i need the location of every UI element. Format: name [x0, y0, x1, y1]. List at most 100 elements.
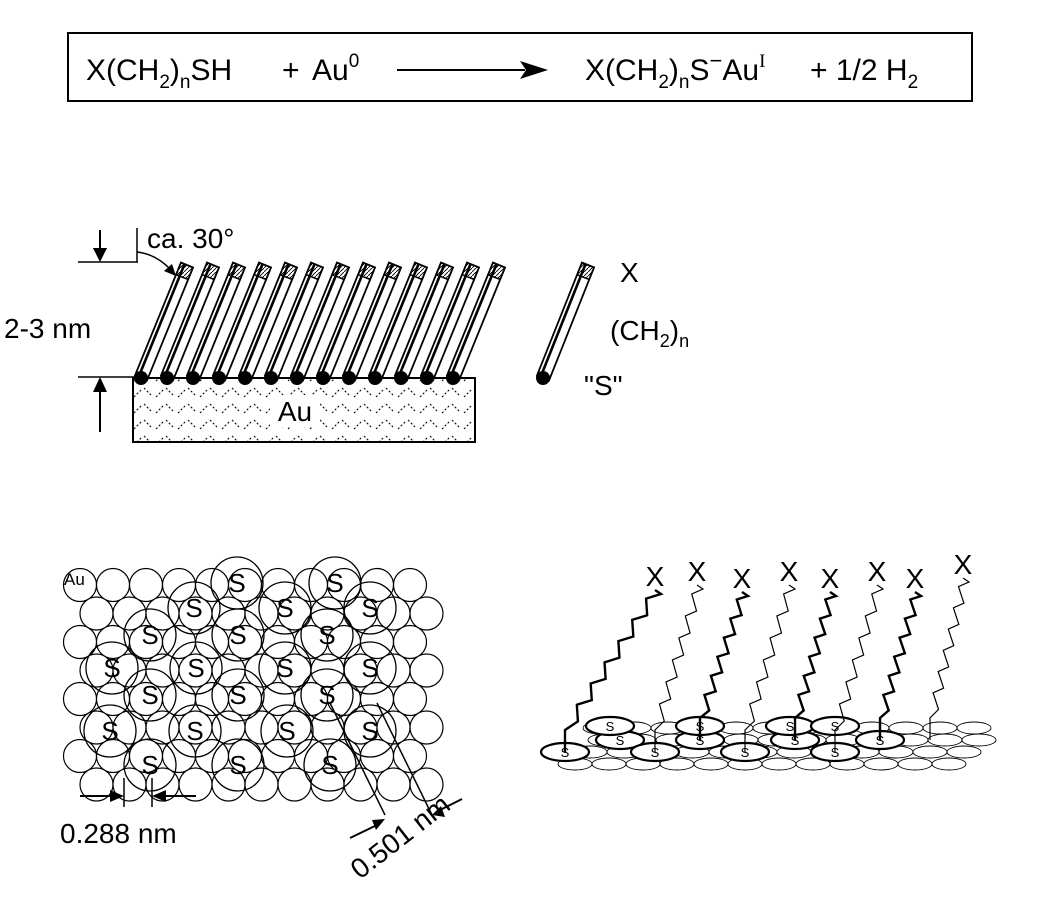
thickness-dimension: 2-3 nm: [4, 230, 138, 432]
sulfur-head-icon: [446, 371, 460, 385]
surface-atom: [922, 721, 958, 735]
gold-atom: [62, 624, 98, 660]
terminal-group-label: X: [821, 563, 840, 594]
sulfur-atom: S: [260, 704, 314, 758]
terminal-group-label: X: [954, 549, 973, 580]
gold-atom: [277, 767, 312, 802]
terminal-group-label: X: [780, 556, 799, 587]
arrow-down-icon: [93, 248, 107, 262]
sulfur-head-icon: [186, 371, 200, 385]
gold-atom: [244, 653, 279, 688]
surface-atom: [897, 757, 933, 771]
alkyl-chain: X: [878, 563, 925, 740]
surface-atom: [693, 757, 729, 771]
au-spacing-label: 0.288 nm: [60, 818, 177, 849]
sulfur-atom: S: [211, 738, 265, 792]
gold-atom: [79, 596, 114, 631]
sulfur-label: S: [786, 719, 795, 734]
sulfur-label: S: [651, 745, 660, 760]
sulfur-label: S: [318, 620, 335, 650]
thiol-rod: [419, 261, 481, 385]
sulfur-label: S: [276, 653, 293, 683]
sulfur-atom: S: [584, 715, 636, 737]
gold-atom: [128, 567, 164, 603]
gold-atom: [343, 767, 378, 802]
sulfur-label: S: [186, 716, 203, 746]
sulfur-atom: S: [169, 641, 223, 695]
alkyl-chain: X: [929, 549, 973, 740]
arrow-right-icon: [110, 790, 124, 802]
surface-atom: [931, 757, 967, 771]
sulfur-label: S: [103, 653, 120, 683]
sulfur-atom: S: [300, 608, 354, 662]
tilt-arrow-icon: [164, 264, 176, 276]
gold-atom: [409, 653, 444, 688]
arrow-icon: [372, 819, 385, 830]
sulfur-label: S: [141, 620, 158, 650]
sulfur-label: S: [321, 750, 338, 780]
surface-atom: [863, 757, 899, 771]
thiol-rod: [367, 261, 429, 385]
reactant-gold: Au0: [312, 51, 359, 87]
gold-atom: [409, 596, 444, 631]
reactant-thiol: X(CH2)nSH: [86, 54, 232, 93]
gold-atom: [392, 681, 428, 717]
thiol-rod: [535, 261, 596, 385]
arrow-left-icon: [152, 790, 166, 802]
sulfur-atom: S: [343, 581, 397, 635]
sulfur-head-icon: [394, 371, 408, 385]
sulfur-atom: S: [258, 641, 312, 695]
gold-atom: [376, 767, 411, 802]
sulfur-label: S: [229, 620, 246, 650]
thiol-rod: [289, 261, 351, 385]
single-thiol-molecule: X (CH2)n "S": [535, 257, 689, 401]
sulfur-label: S: [616, 733, 625, 748]
terminal-group-label: X: [620, 257, 639, 288]
headgroup-label: "S": [584, 370, 623, 401]
terminal-group-label: X: [868, 556, 887, 587]
gold-atom: [392, 624, 428, 660]
arrow-icon: [432, 806, 445, 817]
sulfur-atom: S: [123, 738, 177, 792]
sulfur-label: S: [696, 733, 705, 748]
gold-atom: [260, 681, 296, 717]
sulfur-overlayer: S SS S SS S SS S S SS S SS S S SS S S: [83, 556, 397, 792]
terminal-group-label: X: [733, 563, 752, 594]
gold-atom: [95, 567, 131, 603]
thiol-rod: [341, 261, 403, 385]
sulfur-label: S: [229, 680, 246, 710]
sulfur-label: S: [561, 745, 570, 760]
sulfur-label: S: [276, 593, 293, 623]
gold-atom: [392, 738, 428, 774]
surface-atom: [591, 757, 627, 771]
reaction-arrow: [397, 61, 548, 79]
thiol-rod: [393, 261, 455, 385]
terminal-group-label: X: [688, 556, 707, 587]
sulfur-label: S: [185, 593, 202, 623]
tilt-angle-label: ca. 30°: [147, 223, 234, 254]
sulfur-label: S: [229, 750, 246, 780]
thiol-rod: [315, 261, 377, 385]
gold-substrate-label: Au: [278, 396, 312, 427]
surface-atom: [912, 745, 948, 759]
thiol-rod: [237, 261, 299, 385]
sulfur-head-icon: [264, 371, 278, 385]
sulfur-head-icon: [342, 371, 356, 385]
chain-label: (CH2)n: [610, 315, 689, 351]
sulfur-atom: S: [300, 668, 354, 722]
sulfur-label: S: [141, 750, 158, 780]
monolayer-side-view: Au 2-3 nm ca. 30° X (CH2)n "S": [4, 223, 689, 443]
sulfur-atom: S: [123, 668, 177, 722]
alkyl-chain: X: [744, 556, 799, 752]
sulfur-head-icon: [290, 371, 304, 385]
terminal-group-label: X: [646, 561, 665, 592]
sulfur-atom: S: [258, 581, 312, 635]
alkyl-chain: X: [563, 561, 665, 752]
sulfur-atom: S: [764, 715, 816, 737]
sulfur-label: S: [361, 716, 378, 746]
gold-atom: [392, 567, 428, 603]
sulfur-atom: S: [83, 704, 137, 758]
